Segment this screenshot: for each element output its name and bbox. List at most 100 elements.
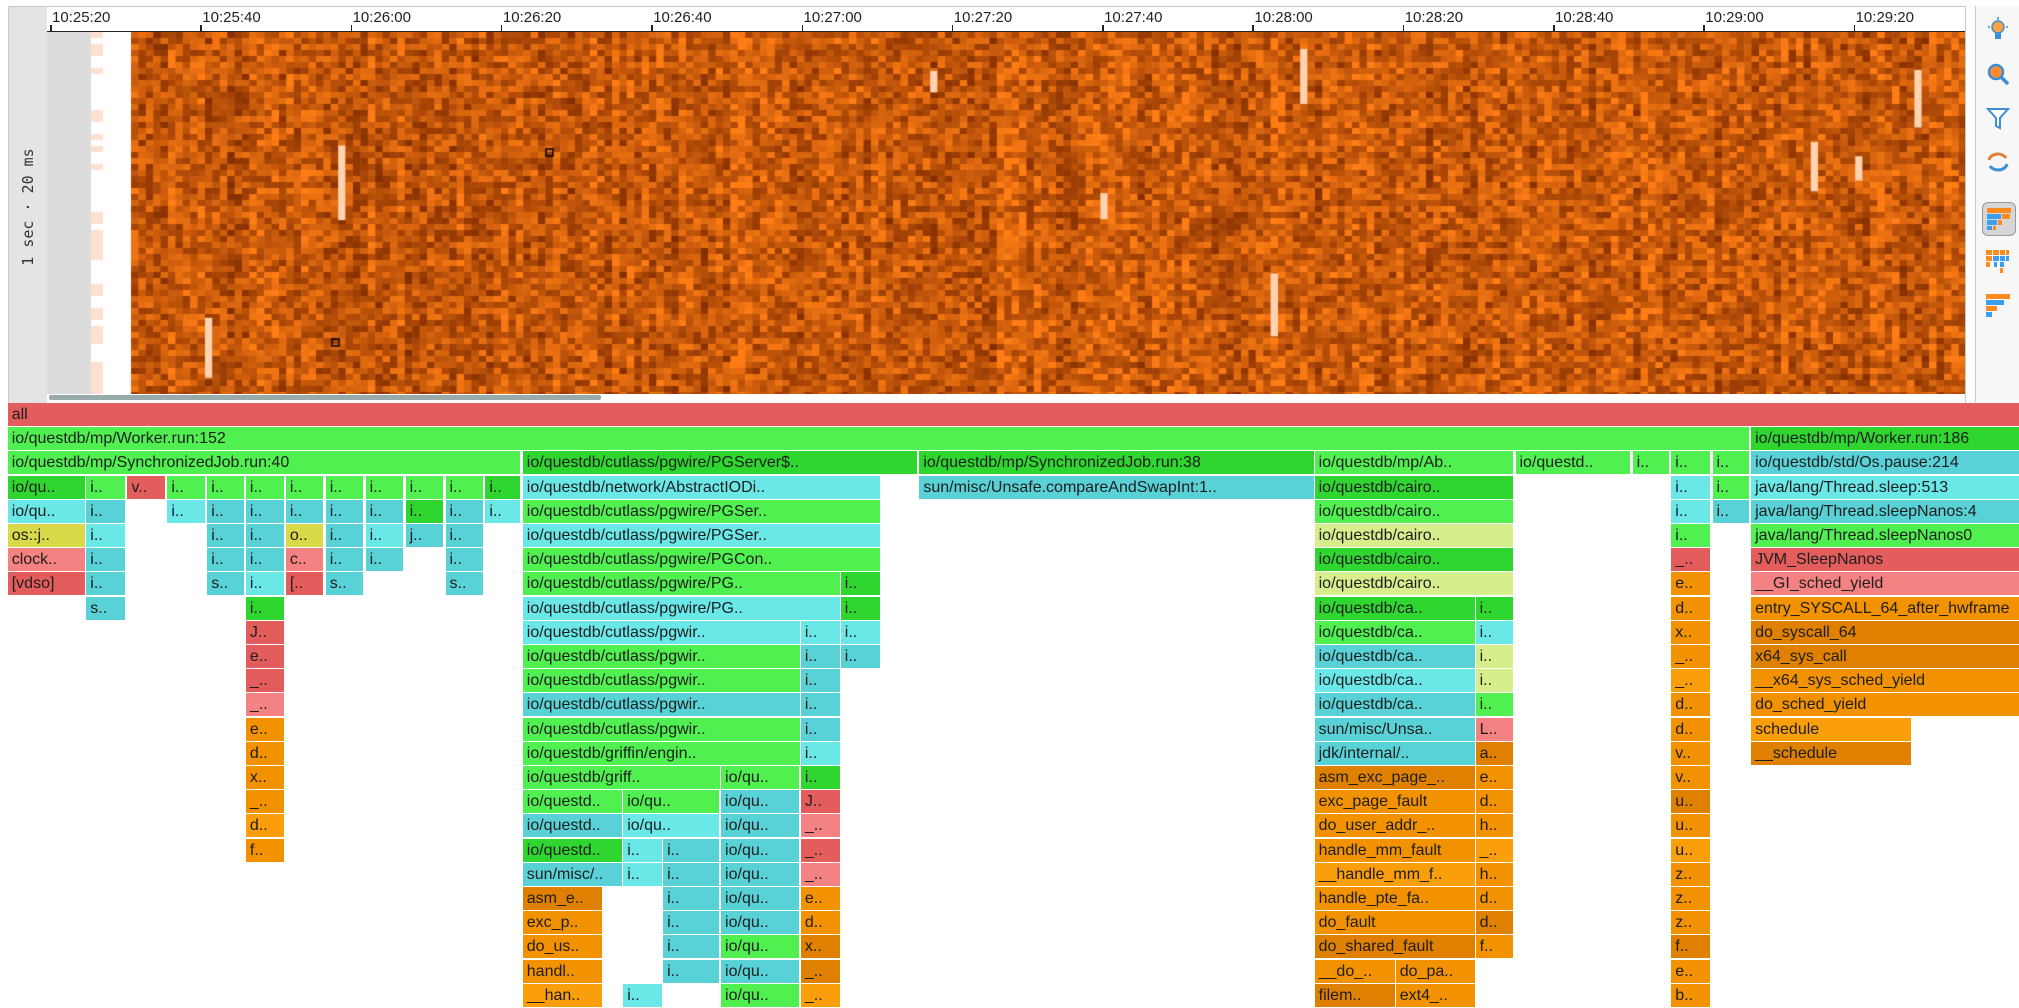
lightbulb-button[interactable] [1982,14,2014,46]
flame-frame[interactable]: do_fault [1314,911,1476,935]
flame-frame[interactable]: do_user_addr_.. [1314,814,1476,838]
flame-frame[interactable]: i.. [245,548,285,572]
flame-frame[interactable]: i.. [1475,620,1515,644]
flame-frame[interactable]: x64_sys_call [1751,645,2019,668]
flame-frame[interactable]: i.. [1632,451,1670,475]
flame-frame[interactable]: java/lang/Thread.sleepNanos:4 [1751,499,2019,523]
flame-frame[interactable]: exc_p.. [522,911,603,935]
flame-frame[interactable]: L.. [1475,717,1515,741]
flame-frame[interactable]: i.. [365,475,405,499]
flame-frame[interactable]: i.. [245,524,285,547]
flame-frame[interactable]: io/questdb/mp/SynchronizedJob.run:40 [7,451,522,475]
flame-frame[interactable]: i.. [245,475,285,499]
flame-frame[interactable]: io/questd.. [522,790,624,814]
flame-frame[interactable]: io/questdb/std/Os.pause:214 [1751,451,2019,475]
flame-frame[interactable]: u.. [1671,838,1712,862]
flame-frame[interactable]: e.. [245,645,285,668]
flame-frame[interactable]: i.. [1671,499,1712,523]
filter-button[interactable] [1982,102,2014,134]
flame-frame[interactable]: handle_mm_fault [1314,838,1476,862]
flame-frame[interactable]: [.. [285,572,325,596]
flame-frame[interactable]: io/questdb/mp/SynchronizedJob.run:38 [919,451,1315,475]
flame-frame[interactable]: i.. [86,572,127,596]
flame-frame[interactable]: io/questdb/cairo.. [1314,499,1515,523]
flame-frame[interactable]: x.. [1671,620,1712,644]
flame-frame[interactable]: i.. [663,935,720,959]
flame-frame[interactable]: i.. [840,596,881,620]
flame-frame[interactable]: d.. [245,741,285,765]
flame-frame[interactable]: i.. [445,548,485,572]
flame-frame[interactable]: J.. [245,620,285,644]
flame-frame[interactable]: sun/misc/Unsa.. [1314,717,1476,741]
flame-frame[interactable]: do_sched_yield [1751,693,2019,717]
flame-frame[interactable]: io/qu.. [7,475,87,499]
flame-frame[interactable]: i.. [207,548,245,572]
flame-frame[interactable]: i.. [1712,451,1750,475]
flame-frame[interactable]: i.. [86,524,127,547]
flame-frame[interactable]: i.. [1712,499,1750,523]
flame-frame[interactable]: i.. [365,548,405,572]
flame-frame[interactable]: u.. [1671,790,1712,814]
flame-frame[interactable]: io/questdb/cairo.. [1314,524,1515,547]
flame-frame[interactable]: _.. [1671,548,1712,572]
flame-frame[interactable]: i.. [405,499,445,523]
flame-frame[interactable]: io/questdb/cutlass/pgwire/PGCon.. [522,548,881,572]
flame-frame[interactable]: io/questdb/mp/Ab.. [1314,451,1515,475]
flame-frame[interactable]: io/questdb/cutlass/pgwir.. [522,645,801,668]
flame-frame[interactable]: i.. [800,645,841,668]
flame-frame[interactable]: _.. [1671,645,1712,668]
flame-frame[interactable]: io/qu.. [721,790,800,814]
flame-frame[interactable]: i.. [285,499,325,523]
flame-frame[interactable]: i.. [800,766,841,789]
flame-frame[interactable]: exc_page_fault [1314,790,1476,814]
flame-frame[interactable]: io/qu.. [721,766,800,789]
flame-frame[interactable]: ext4_.. [1395,983,1476,1007]
flame-frame[interactable]: io/questdb/griffin/engin.. [522,741,801,765]
flame-frame[interactable]: i.. [207,499,245,523]
flame-frame[interactable]: _.. [800,862,841,886]
flame-frame[interactable]: u.. [1671,814,1712,838]
refresh-button[interactable] [1982,146,2014,178]
flame-frame[interactable]: handle_pte_fa.. [1314,887,1476,910]
flame-frame[interactable]: io/questdb/cutlass/pgwir.. [522,620,801,644]
flame-frame[interactable]: z.. [1671,862,1712,886]
flame-frame[interactable]: i.. [325,548,365,572]
flame-frame[interactable]: io/qu.. [623,790,720,814]
flame-frame[interactable]: v.. [1671,741,1712,765]
flame-frame[interactable]: clock.. [7,548,87,572]
flame-frame[interactable]: i.. [167,475,206,499]
flame-frame[interactable]: j.. [405,524,445,547]
flame-frame[interactable]: s.. [86,596,127,620]
flame-frame[interactable]: v.. [127,475,167,499]
flame-frame[interactable]: i.. [1475,645,1515,668]
flame-frame[interactable]: io/questdb/cutlass/pgwire/PGSer.. [522,499,881,523]
flame-frame[interactable]: a.. [1475,741,1515,765]
flame-frame[interactable]: io/questdb/cutlass/pgwir.. [522,693,801,717]
flame-frame[interactable]: i.. [445,524,485,547]
flame-frame[interactable]: d.. [245,814,285,838]
flame-frame[interactable]: f.. [245,838,285,862]
flame-frame[interactable]: _.. [245,693,285,717]
flame-frame[interactable]: io/questdb/cutlass/pgwir.. [522,669,801,693]
flame-frame[interactable]: io/questdb/network/AbstractIODi.. [522,475,881,499]
flame-frame[interactable]: io/questdb/mp/Worker.run:152 [7,427,1750,451]
flame-frame[interactable]: __handle_mm_f.. [1314,862,1476,886]
flame-frame[interactable]: s.. [207,572,245,596]
flame-frame[interactable]: i.. [800,693,841,717]
flame-frame[interactable]: i.. [663,887,720,910]
flame-frame[interactable]: io/qu.. [721,887,800,910]
flame-frame[interactable]: io/qu.. [7,499,87,523]
flame-frame[interactable]: [vdso] [7,572,87,596]
flame-frame[interactable]: i.. [1475,693,1515,717]
flame-frame[interactable]: i.. [663,959,720,983]
flame-frame[interactable]: io/questd.. [522,838,624,862]
flame-frame[interactable]: v.. [1671,766,1712,789]
flame-frame[interactable]: io/questdb/cairo.. [1314,475,1515,499]
flame-frame[interactable]: _.. [1475,838,1515,862]
flame-frame[interactable]: do_pa.. [1395,959,1476,983]
heatmap-panel[interactable]: 1 sec · 20 ms 10:25:20 10:25:40 10:26:00 10… [8,6,1966,404]
flame-frame[interactable]: _.. [800,814,841,838]
flame-frame[interactable]: i.. [840,645,881,668]
flame-frame[interactable]: i.. [663,862,720,886]
flame-frame[interactable]: e.. [1671,572,1712,596]
